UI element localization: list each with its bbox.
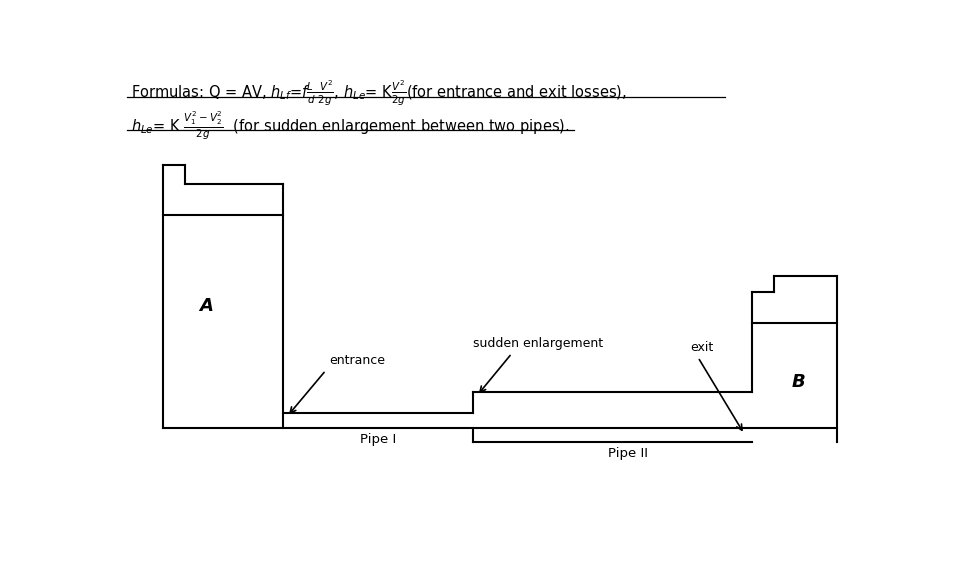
Text: Formulas: Q = AV, $h_{Lf}$=$f\frac{L\ \ V^2}{d\ 2g}$, $h_{Le}$= K$\frac{V^2}{2g}: Formulas: Q = AV, $h_{Lf}$=$f\frac{L\ \ … (130, 79, 627, 108)
Text: sudden enlargement: sudden enlargement (473, 337, 603, 350)
Text: Pipe II: Pipe II (608, 447, 648, 460)
Text: B: B (791, 373, 806, 391)
Text: exit: exit (690, 341, 713, 354)
Text: Pipe I: Pipe I (361, 433, 396, 447)
Text: $h_{Le}$= K $\frac{V_1^2-V_2^2}{2g}$  (for sudden enlargement between two pipes): $h_{Le}$= K $\frac{V_1^2-V_2^2}{2g}$ (fo… (130, 109, 569, 142)
Text: A: A (199, 297, 213, 315)
Text: entrance: entrance (330, 354, 386, 367)
